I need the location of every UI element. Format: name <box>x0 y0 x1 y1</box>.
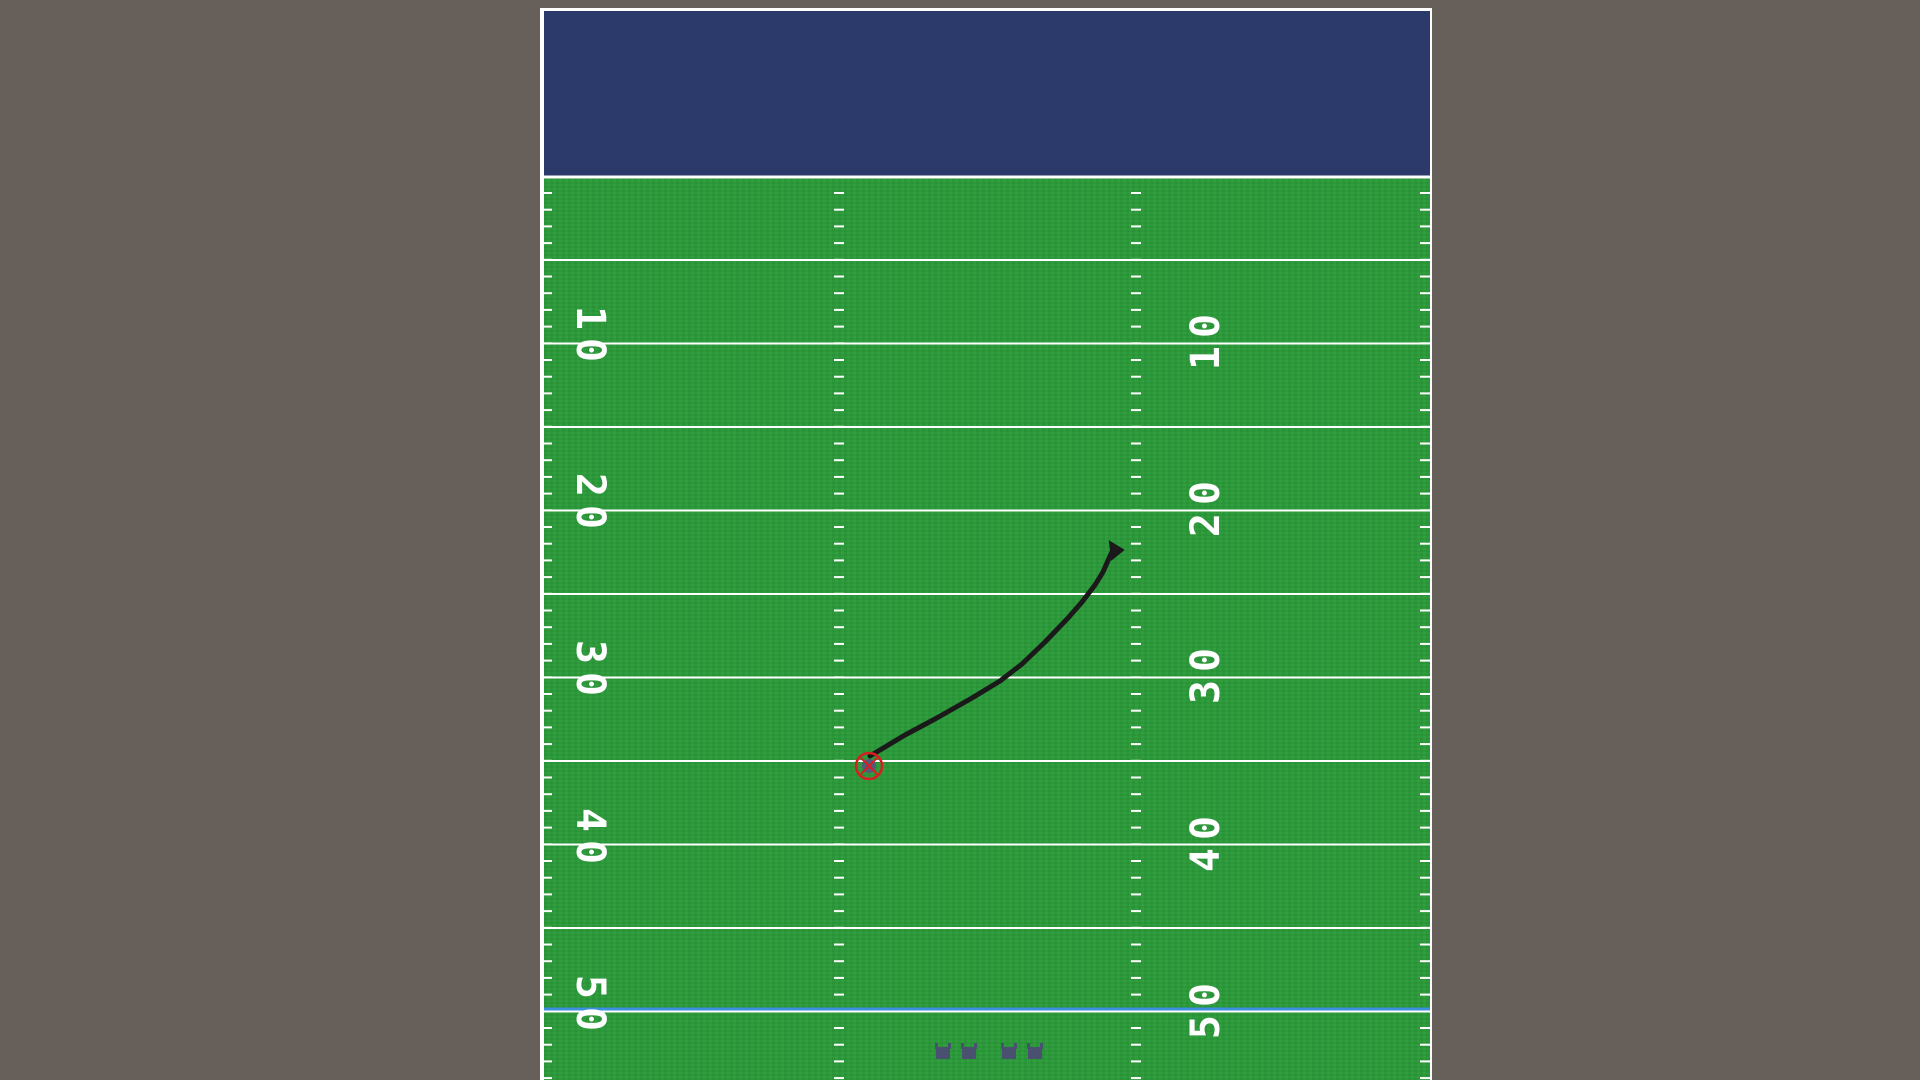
player-icon <box>961 1043 977 1059</box>
yard-number-right-40: 40 <box>1183 807 1230 873</box>
yard-number-right-10: 10 <box>1183 305 1230 371</box>
yard-number-right-50: 50 <box>1183 974 1230 1040</box>
yard-number-right-30: 30 <box>1183 639 1230 705</box>
yard-lines <box>544 175 1430 1013</box>
yard-number-right-20: 20 <box>1183 472 1230 538</box>
yard-number-left-50: 50 <box>567 974 614 1040</box>
hash-marks <box>544 192 1430 1080</box>
route-arrowhead-icon <box>1108 540 1125 561</box>
route-arrow-icon <box>867 545 1117 759</box>
field-turf[interactable] <box>544 178 1430 1080</box>
football-field[interactable]: 10 20 30 40 50 10 20 30 40 50 <box>540 8 1432 1080</box>
yard-number-left-20: 20 <box>567 472 614 538</box>
player-icon <box>1027 1043 1043 1059</box>
player-icon <box>935 1043 951 1059</box>
yard-number-left-40: 40 <box>567 807 614 873</box>
end-zone <box>544 11 1430 176</box>
yard-number-left-30: 30 <box>567 639 614 705</box>
player-marker-icon[interactable] <box>854 751 884 781</box>
field-markings <box>544 175 1430 1080</box>
player-icon <box>1001 1043 1017 1059</box>
yard-number-left-10: 10 <box>567 305 614 371</box>
offensive-formation <box>935 1043 1043 1059</box>
